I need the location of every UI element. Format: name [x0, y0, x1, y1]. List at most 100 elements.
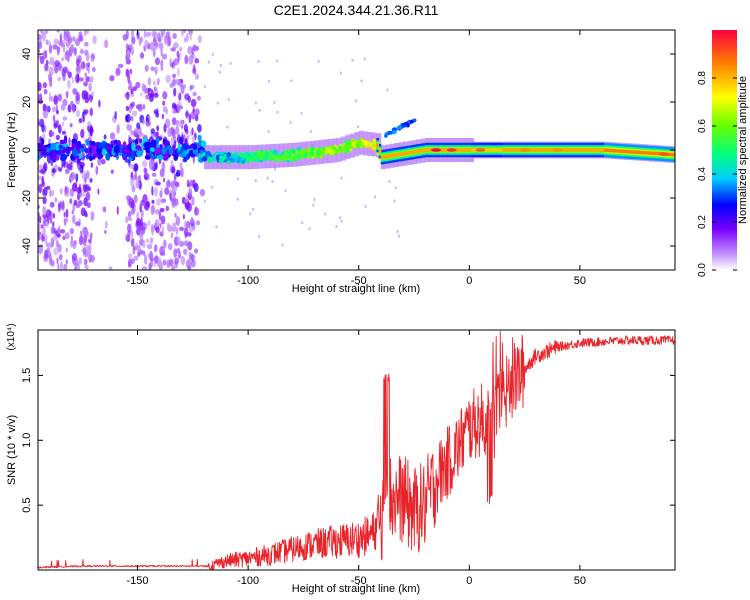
- noise-blob: [43, 162, 48, 172]
- ridge-segment: [493, 148, 497, 152]
- noise-blob: [136, 211, 140, 220]
- noise-blob: [126, 58, 131, 65]
- noise-blob: [40, 224, 44, 229]
- noise-blob: [104, 221, 108, 229]
- ridge-segment: [650, 151, 654, 155]
- noise-blob: [130, 229, 134, 239]
- ridge-branch-blob: [401, 123, 405, 127]
- ridge-blob: [321, 149, 326, 156]
- ridge-branch-blob: [406, 122, 410, 127]
- noise-blob: [49, 241, 53, 249]
- noise-blob: [53, 95, 59, 105]
- ridge-blob: [226, 152, 232, 158]
- noise-blob: [67, 71, 73, 79]
- noise-blob: [116, 124, 120, 134]
- ridge-blob: [106, 145, 113, 150]
- ridge-segment: [604, 148, 607, 152]
- noise-blob: [175, 181, 180, 188]
- noise-blob: [131, 185, 136, 193]
- noise-blob: [43, 186, 48, 197]
- snr-y-multiplier: (x10⁴): [6, 323, 17, 350]
- ridge-blob: [149, 150, 153, 157]
- noise-blob: [125, 30, 129, 40]
- noise-blob: [62, 235, 66, 240]
- noise-blob: [158, 256, 162, 267]
- noise-blob: [82, 90, 88, 95]
- ridge-segment: [584, 148, 587, 152]
- ridge-blob: [344, 149, 350, 154]
- noise-blob: [49, 201, 55, 208]
- noise-blob: [95, 165, 99, 175]
- noise-blob: [92, 66, 96, 73]
- noise-blob: [45, 221, 49, 228]
- noise-blob: [179, 46, 183, 52]
- noise-blob: [154, 209, 160, 215]
- ridge-blob: [192, 143, 198, 151]
- noise-blob: [52, 168, 56, 174]
- noise-blob: [128, 197, 134, 205]
- noise-blob: [150, 89, 154, 98]
- y-tick-label: 0: [21, 147, 33, 153]
- noise-blob: [139, 200, 143, 208]
- noise-blob: [154, 245, 157, 253]
- ridge-blob: [177, 143, 181, 152]
- spectrogram-x-ticks: -150 -100 -50 0 50: [127, 30, 586, 287]
- x-tick-label: -50: [351, 575, 367, 587]
- noise-blob: [59, 34, 63, 44]
- noise-blob: [132, 175, 138, 181]
- ridge-segment: [418, 149, 421, 153]
- noise-blob: [267, 79, 271, 83]
- noise-blob: [148, 159, 155, 167]
- ridge-branch-blob: [384, 134, 388, 138]
- ridge-blob: [213, 157, 216, 162]
- ridge-blob: [280, 155, 285, 162]
- noise-blob: [89, 254, 96, 263]
- noise-blob: [162, 100, 166, 106]
- noise-blob: [254, 179, 257, 183]
- ridge-segment: [641, 150, 645, 155]
- noise-blob: [128, 210, 131, 218]
- noise-blob: [60, 103, 66, 111]
- noise-blob: [171, 102, 177, 110]
- snr-series-line: [38, 330, 675, 570]
- ridge-segment: [639, 150, 643, 155]
- x-tick-label: 50: [574, 275, 586, 287]
- noise-blob: [147, 88, 150, 96]
- ridge-branch-blob: [409, 120, 414, 124]
- colorbar-label: Normalized spectral amplitude: [737, 76, 749, 224]
- noise-blob: [63, 263, 68, 270]
- ridge-blob: [253, 154, 259, 160]
- ridge-blob: [344, 139, 351, 146]
- noise-blob: [165, 205, 170, 212]
- noise-blob: [131, 36, 136, 45]
- noise-blob: [80, 207, 86, 217]
- ridge-blob: [197, 134, 202, 142]
- noise-blob: [125, 105, 130, 111]
- noise-blob: [85, 52, 90, 62]
- ridge-segment: [462, 148, 466, 152]
- noise-blob: [75, 109, 81, 118]
- noise-blob: [52, 221, 55, 228]
- noise-blob: [109, 132, 116, 140]
- noise-blob: [48, 138, 52, 145]
- noise-blob: [82, 185, 88, 193]
- ridge-blob: [207, 157, 214, 164]
- noise-blob: [140, 92, 143, 97]
- noise-blob: [191, 136, 196, 143]
- ridge-segment: [416, 149, 419, 154]
- snr-frame: [37, 329, 676, 571]
- noise-blob: [140, 225, 146, 235]
- noise-blob: [183, 123, 188, 133]
- noise-blob: [142, 194, 148, 204]
- noise-blob: [53, 247, 59, 256]
- ridge-blob: [65, 146, 71, 155]
- noise-blob: [182, 214, 185, 220]
- noise-blob: [162, 259, 167, 266]
- noise-blob: [157, 32, 161, 42]
- ridge-peak: [446, 148, 457, 152]
- noise-blob: [52, 235, 58, 241]
- ridge-segment: [551, 148, 554, 152]
- noise-blob: [138, 36, 142, 46]
- ridge-blob: [306, 149, 312, 153]
- noise-blob: [192, 67, 197, 75]
